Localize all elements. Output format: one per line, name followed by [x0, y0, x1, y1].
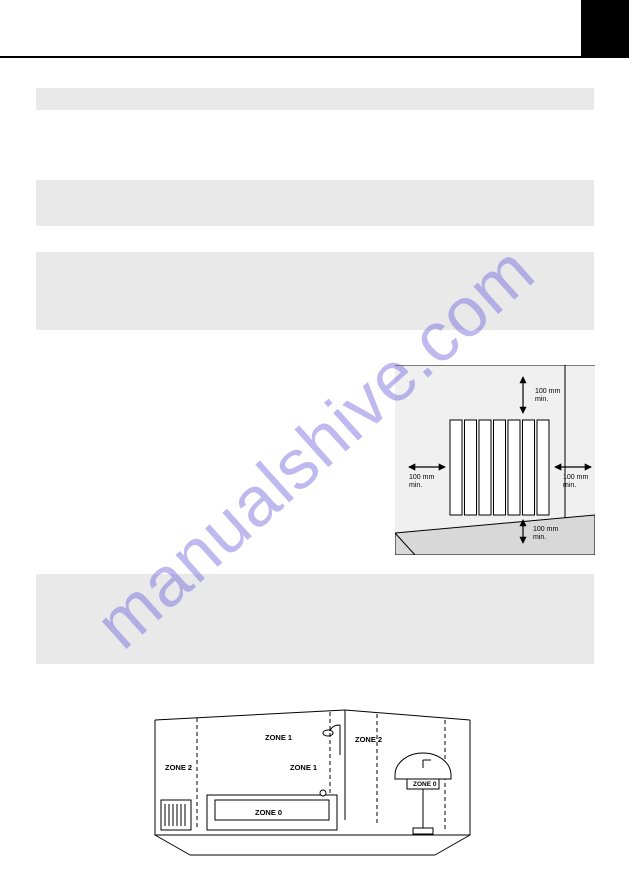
page-top-rule	[0, 56, 629, 58]
page-corner-tab	[581, 0, 629, 58]
clearance-label-bottom: 100 mm	[533, 526, 558, 533]
svg-text:min.: min.	[563, 482, 576, 489]
svg-text:min.: min.	[409, 482, 422, 489]
section-bar-1	[36, 88, 594, 110]
zone1-label-upper: ZONE 1	[265, 733, 292, 742]
figure-bathroom-zones: ZONE 2 ZONE 1 ZONE 1 ZONE 0 ZONE 2 ZONE …	[145, 700, 480, 860]
zone1-label-lower: ZONE 1	[290, 763, 317, 772]
zone2-label-left: ZONE 2	[165, 763, 192, 772]
section-bar-2	[36, 180, 594, 226]
svg-text:min.: min.	[533, 534, 546, 541]
zone0-label-bath: ZONE 0	[255, 808, 282, 817]
clearance-label-top: 100 mm	[535, 388, 560, 395]
clearance-label-right: 100 mm	[563, 474, 588, 481]
clearance-label-left: 100 mm	[409, 474, 434, 481]
section-bar-3	[36, 252, 594, 330]
svg-text:min.: min.	[535, 396, 548, 403]
zone2-label-right: ZONE 2	[355, 735, 382, 744]
section-bar-4	[36, 574, 594, 664]
figure-radiator-clearance: 100 mm min. 100 mm min. 100 mm min. 100 …	[395, 365, 595, 555]
zone0-label-sink: ZONE 0	[413, 781, 437, 788]
